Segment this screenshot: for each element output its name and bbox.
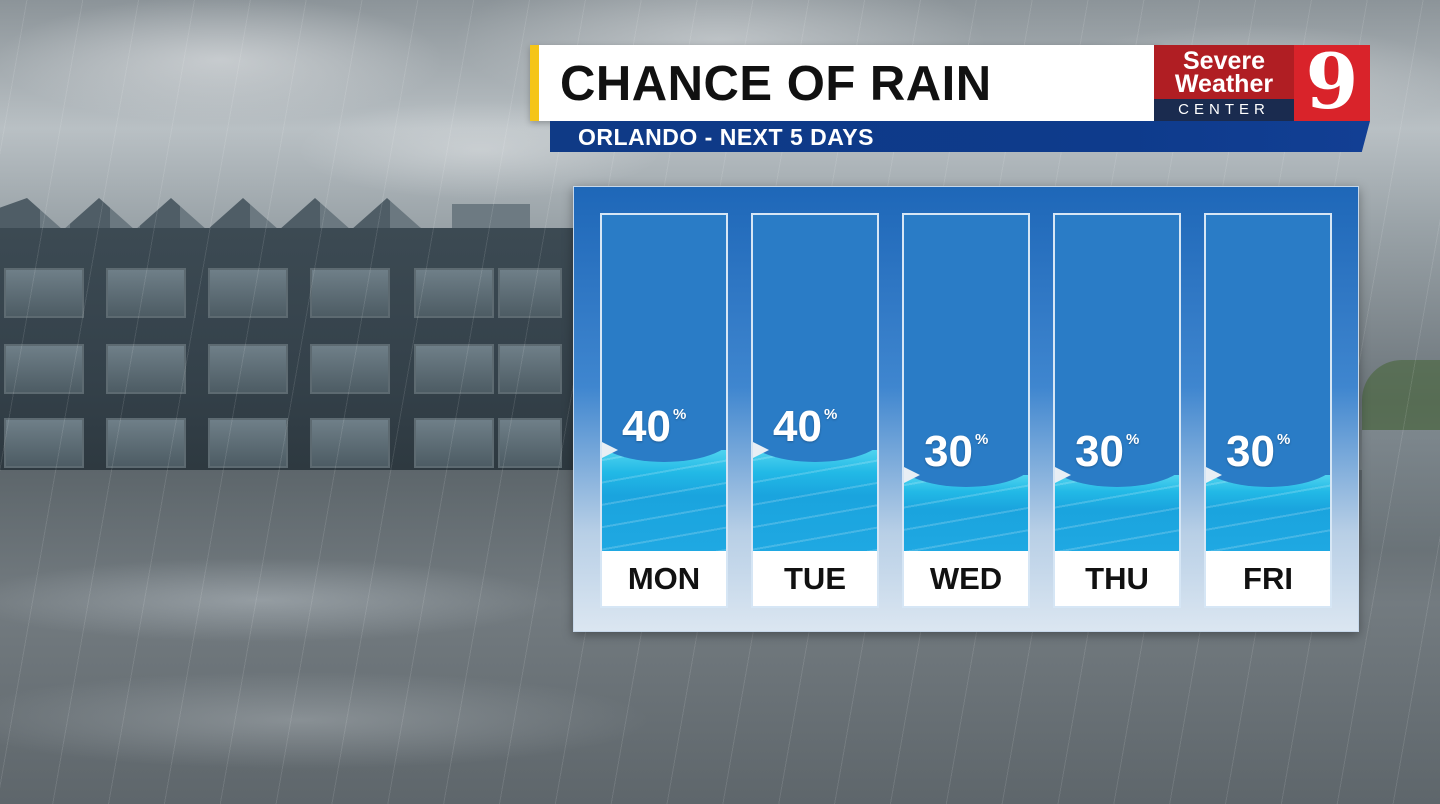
rain-chance-bar: [602, 450, 726, 551]
day-label: MON: [602, 551, 726, 606]
building-window: [4, 268, 84, 318]
logo-channel-number: 9: [1305, 45, 1359, 121]
forecast-card-mon: 40% MON: [600, 213, 728, 608]
title-accent-stripe: [530, 45, 539, 121]
logo-text-weather: Weather: [1174, 70, 1274, 98]
rain-gauge: 30%: [1055, 215, 1179, 551]
building-window: [208, 418, 288, 468]
percent-sign: %: [1125, 431, 1140, 448]
level-pointer-icon: [1206, 467, 1222, 483]
level-pointer-icon: [1055, 467, 1071, 483]
building-window: [498, 344, 562, 394]
page-title: CHANCE OF RAIN: [560, 57, 992, 111]
rain-gauge: 40%: [753, 215, 877, 551]
building-window: [498, 268, 562, 318]
building-window: [106, 268, 186, 318]
rain-chance-bar: [1055, 475, 1179, 551]
rain-gauge: 40%: [602, 215, 726, 551]
percent-sign: %: [672, 406, 687, 423]
building-window: [414, 418, 494, 468]
forecast-card-fri: 30% FRI: [1204, 213, 1332, 608]
rain-chance-value: 30%: [924, 415, 1020, 476]
building-window: [4, 344, 84, 394]
title-bar: [530, 45, 1160, 121]
building-window: [310, 344, 390, 394]
rain-chance-number: 30: [1226, 427, 1275, 476]
building-window: [414, 268, 494, 318]
rain-chance-bar: [1206, 475, 1330, 551]
building-window: [310, 418, 390, 468]
rain-chance-value: 40%: [622, 390, 718, 451]
building-window: [106, 418, 186, 468]
percent-sign: %: [974, 431, 989, 448]
building-window: [414, 344, 494, 394]
building-window: [106, 344, 186, 394]
percent-sign: %: [823, 406, 838, 423]
building-window: [208, 344, 288, 394]
day-label: FRI: [1206, 551, 1330, 606]
building-window: [208, 268, 288, 318]
rain-chance-value: 30%: [1226, 415, 1322, 476]
day-label: TUE: [753, 551, 877, 606]
logo-text-severe: Severe: [1182, 47, 1266, 75]
percent-sign: %: [1276, 431, 1291, 448]
level-pointer-icon: [602, 442, 618, 458]
rain-gauge: 30%: [904, 215, 1028, 551]
rain-chance-bar: [753, 450, 877, 551]
subtitle-bar: [550, 121, 1370, 152]
rain-chance-value: 30%: [1075, 415, 1171, 476]
forecast-card-wed: 30% WED: [902, 213, 1030, 608]
page-subtitle: ORLANDO - NEXT 5 DAYS: [578, 124, 874, 150]
rain-gauge: 30%: [1206, 215, 1330, 551]
day-label: THU: [1055, 551, 1179, 606]
building-window: [498, 418, 562, 468]
rain-chance-number: 40: [622, 402, 671, 451]
rain-chance-number: 30: [1075, 427, 1124, 476]
forecast-card-thu: 30% THU: [1053, 213, 1181, 608]
fence: [1362, 430, 1440, 550]
level-pointer-icon: [753, 442, 769, 458]
logo-channel-box: [1294, 45, 1370, 121]
logo-center-bar: [1154, 99, 1294, 121]
level-pointer-icon: [904, 467, 920, 483]
building-window: [310, 268, 390, 318]
building-window: [4, 418, 84, 468]
rain-chance-number: 30: [924, 427, 973, 476]
rain-chance-number: 40: [773, 402, 822, 451]
rain-chance-bar: [904, 475, 1028, 551]
severe-weather-center-logo: Severe Weather CENTER 9: [1154, 45, 1370, 121]
day-label: WED: [904, 551, 1028, 606]
logo-text-center: CENTER: [1178, 101, 1270, 118]
forecast-card-tue: 40% TUE: [751, 213, 879, 608]
rain-chance-value: 40%: [773, 390, 869, 451]
